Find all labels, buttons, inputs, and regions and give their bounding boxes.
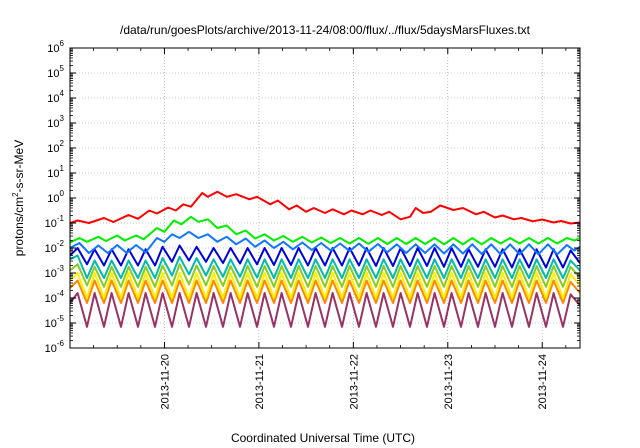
series-line [70, 230, 580, 256]
x-tick-label: 2013-11-20 [159, 354, 171, 409]
y-axis-label-pre: protons/cm [12, 197, 26, 256]
y-tick-label: 10-5 [45, 314, 65, 330]
y-tick-label: 10-1 [45, 214, 65, 230]
x-tick-label: 2013-11-22 [348, 354, 360, 409]
series-line [70, 190, 580, 225]
y-tick-label: 10-6 [45, 339, 65, 355]
series-line [70, 263, 580, 288]
y-tick-label: 103 [47, 114, 64, 130]
x-tick-label: 2013-11-24 [537, 354, 549, 409]
series-line [70, 272, 580, 299]
y-tick-label: 10-2 [45, 239, 65, 255]
series-line [70, 292, 580, 328]
plot-frame [69, 47, 581, 349]
y-axis-label-sup: 2 [11, 192, 20, 197]
y-tick-label: 101 [47, 164, 64, 180]
series-line [70, 254, 580, 279]
x-axis-ticks: 2013-11-20 2013-11-21 2013-11-22 2013-11-23… [93, 48, 567, 409]
series-line [70, 279, 580, 304]
x-tick-label: 2013-11-21 [254, 354, 266, 409]
y-tick-label: 105 [47, 64, 64, 80]
chart-title: /data/run/goesPlots/archive/2013-11-24/0… [120, 23, 531, 37]
series-layer [70, 190, 580, 328]
y-tick-label: 104 [47, 89, 64, 105]
y-tick-label: 106 [47, 39, 64, 55]
y-axis-label: protons/cm2-s-sr-MeV [11, 140, 26, 256]
y-tick-label: 102 [47, 139, 64, 155]
y-tick-label: 10-4 [45, 289, 65, 305]
x-tick-label: 2013-11-23 [443, 354, 455, 409]
x-axis-label: Coordinated Universal Time (UTC) [231, 431, 415, 445]
series-line [70, 244, 580, 269]
series-line [70, 215, 580, 246]
y-axis-label-post: -s-sr-MeV [12, 140, 26, 193]
y-tick-label: 10-3 [45, 264, 65, 280]
y-tick-label: 100 [47, 189, 64, 205]
